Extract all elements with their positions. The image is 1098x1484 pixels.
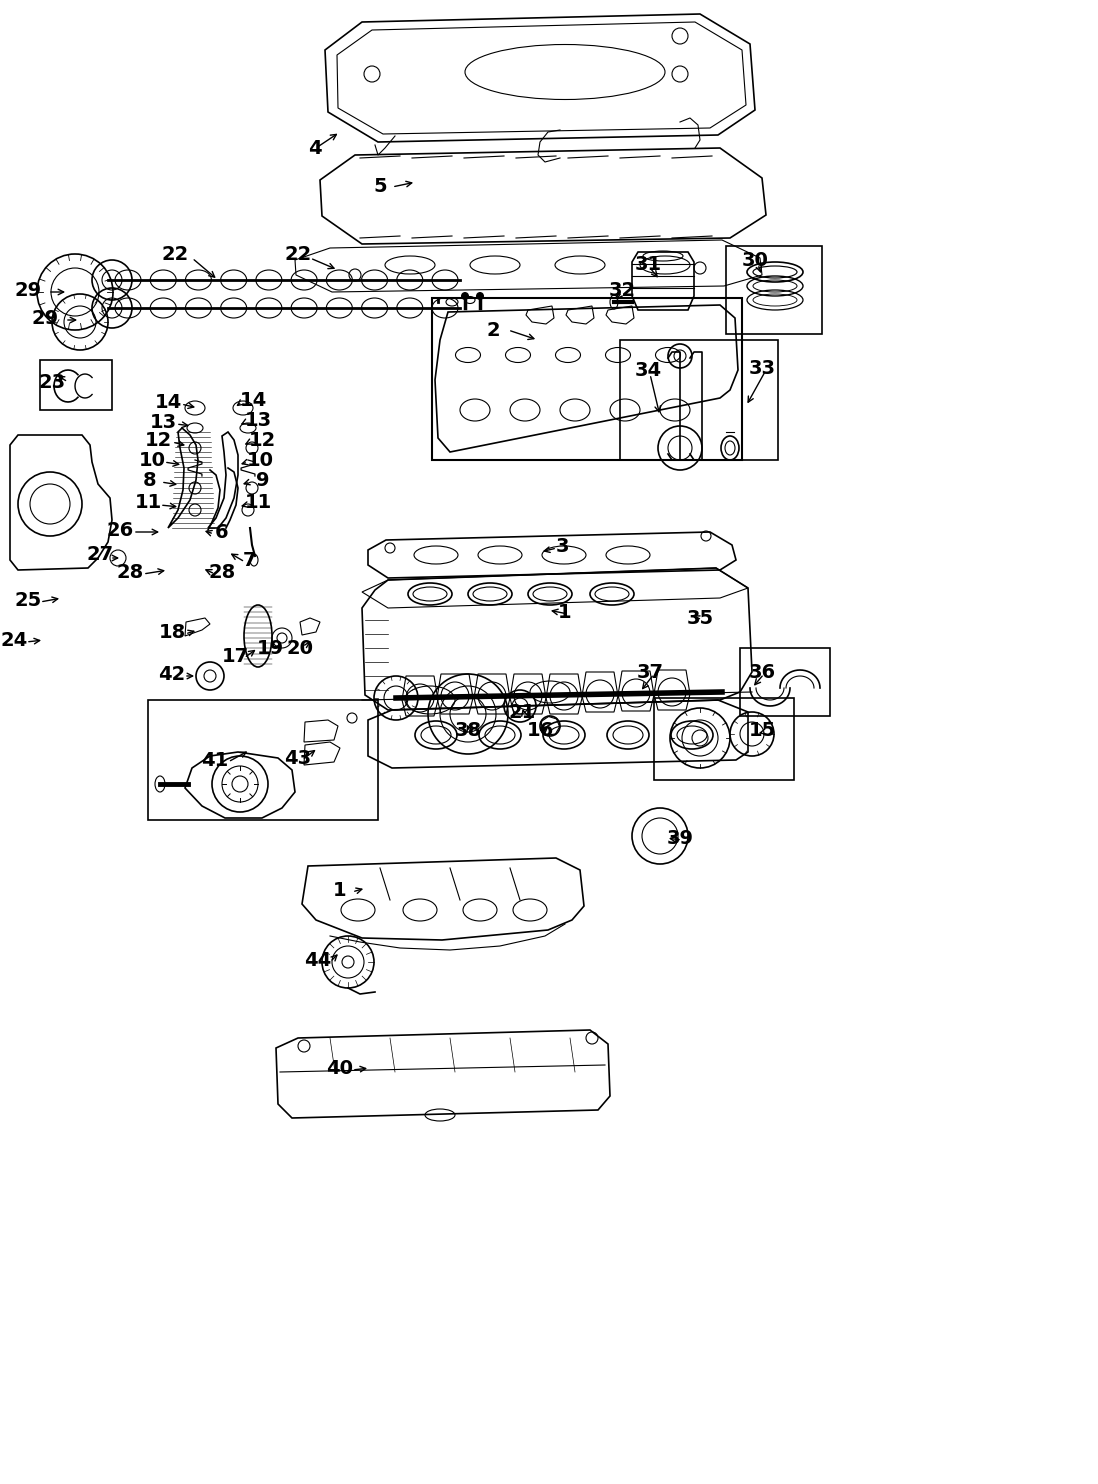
Text: 10: 10 <box>246 451 273 469</box>
Text: 31: 31 <box>635 254 662 273</box>
Text: 14: 14 <box>155 392 181 411</box>
Text: 21: 21 <box>508 702 536 721</box>
Text: 10: 10 <box>138 451 166 469</box>
Bar <box>40 361 112 410</box>
Text: 32: 32 <box>608 280 636 300</box>
Text: 6: 6 <box>215 522 228 542</box>
Text: 2: 2 <box>486 321 500 340</box>
Text: 11: 11 <box>134 493 161 512</box>
Text: 33: 33 <box>749 359 775 377</box>
Text: 13: 13 <box>149 413 177 432</box>
Bar <box>654 697 794 781</box>
Text: 22: 22 <box>284 245 312 264</box>
Text: 5: 5 <box>373 178 386 196</box>
Bar <box>726 246 822 334</box>
Text: 22: 22 <box>161 245 189 264</box>
Text: 12: 12 <box>248 430 276 450</box>
Text: 26: 26 <box>107 521 134 540</box>
Circle shape <box>461 292 469 300</box>
Text: 38: 38 <box>455 721 482 739</box>
Text: 15: 15 <box>749 721 775 739</box>
Text: 30: 30 <box>741 251 769 270</box>
Text: 1: 1 <box>333 880 347 899</box>
Text: 16: 16 <box>526 721 553 739</box>
Text: 9: 9 <box>256 470 270 490</box>
Text: 14: 14 <box>239 390 267 410</box>
Text: 29: 29 <box>14 280 42 300</box>
Bar <box>148 700 378 821</box>
Text: 19: 19 <box>257 638 283 657</box>
Text: 4: 4 <box>309 138 322 157</box>
Text: 43: 43 <box>284 748 312 767</box>
Text: 11: 11 <box>245 493 271 512</box>
Text: 41: 41 <box>201 751 228 770</box>
Text: 34: 34 <box>635 361 662 380</box>
Text: 17: 17 <box>222 647 248 665</box>
Text: 27: 27 <box>87 546 113 564</box>
Text: 8: 8 <box>143 470 157 490</box>
Text: 39: 39 <box>666 828 694 847</box>
Text: 28: 28 <box>116 562 144 582</box>
Text: 40: 40 <box>326 1058 354 1077</box>
Bar <box>740 649 830 715</box>
Circle shape <box>477 292 484 300</box>
Text: 1: 1 <box>558 603 572 622</box>
Text: 25: 25 <box>14 591 42 610</box>
Text: 13: 13 <box>245 411 271 429</box>
Text: 7: 7 <box>244 551 257 570</box>
Text: 42: 42 <box>158 665 186 684</box>
Text: 29: 29 <box>32 309 58 328</box>
Text: 36: 36 <box>749 662 775 681</box>
Text: 44: 44 <box>304 950 332 969</box>
Text: 3: 3 <box>556 537 569 555</box>
Text: 37: 37 <box>637 662 663 681</box>
Text: 24: 24 <box>0 631 27 650</box>
Text: 12: 12 <box>144 430 171 450</box>
Text: 28: 28 <box>209 562 236 582</box>
Text: 20: 20 <box>287 638 314 657</box>
Text: 18: 18 <box>158 622 186 641</box>
Text: 35: 35 <box>686 608 714 628</box>
Bar <box>620 340 778 460</box>
Bar <box>432 298 742 460</box>
Text: 23: 23 <box>38 372 66 392</box>
